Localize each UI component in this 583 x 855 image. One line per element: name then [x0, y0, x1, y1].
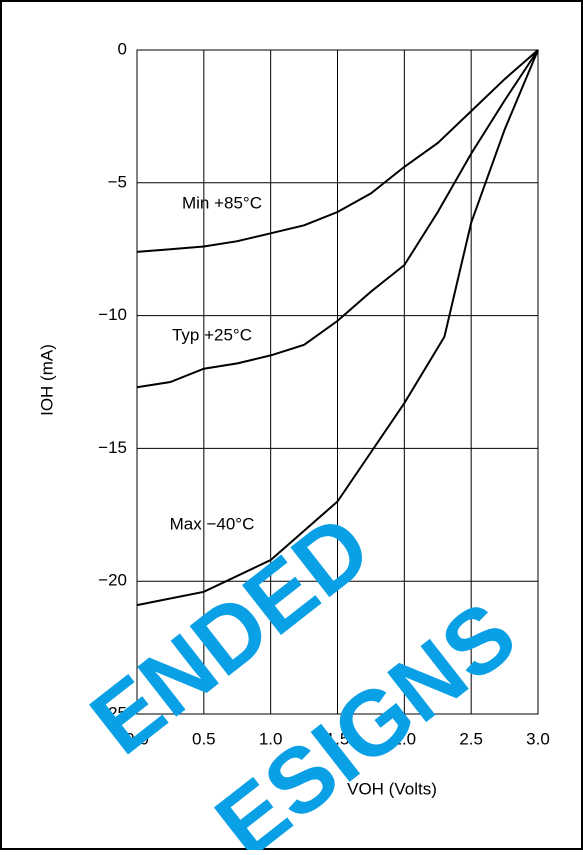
y-tick-label: −25: [98, 703, 127, 722]
series-label: Min +85°C: [182, 193, 262, 212]
x-tick-label: 3.0: [526, 729, 550, 748]
series-line: [136, 49, 539, 607]
series-label: Max −40°C: [170, 514, 255, 533]
x-tick-label: 2.5: [459, 729, 483, 748]
y-tick-label: −5: [108, 172, 127, 191]
y-axis-label: IOH (mA): [37, 344, 56, 416]
plot-area: −25 −20 −15 −10 −5 0 0.0 0.5 1.0 1.5 2.0 2.5 3.0 Min …: [98, 39, 550, 748]
y-tick-label: 0: [118, 39, 127, 58]
series-line: [136, 49, 539, 389]
x-tick-label: 1.5: [326, 729, 350, 748]
x-tick-label: 1.0: [259, 729, 283, 748]
x-tick-label: 0.0: [125, 729, 149, 748]
y-tick-label: −20: [98, 571, 127, 590]
x-axis-label: VOH (Volts): [347, 779, 437, 798]
series-line: [136, 49, 539, 253]
series-label: Typ +25°C: [172, 325, 252, 344]
y-tick-label: −10: [98, 305, 127, 324]
x-tick-label: 0.5: [192, 729, 216, 748]
y-tick-label: −15: [98, 438, 127, 457]
x-tick-label: 2.0: [393, 729, 417, 748]
